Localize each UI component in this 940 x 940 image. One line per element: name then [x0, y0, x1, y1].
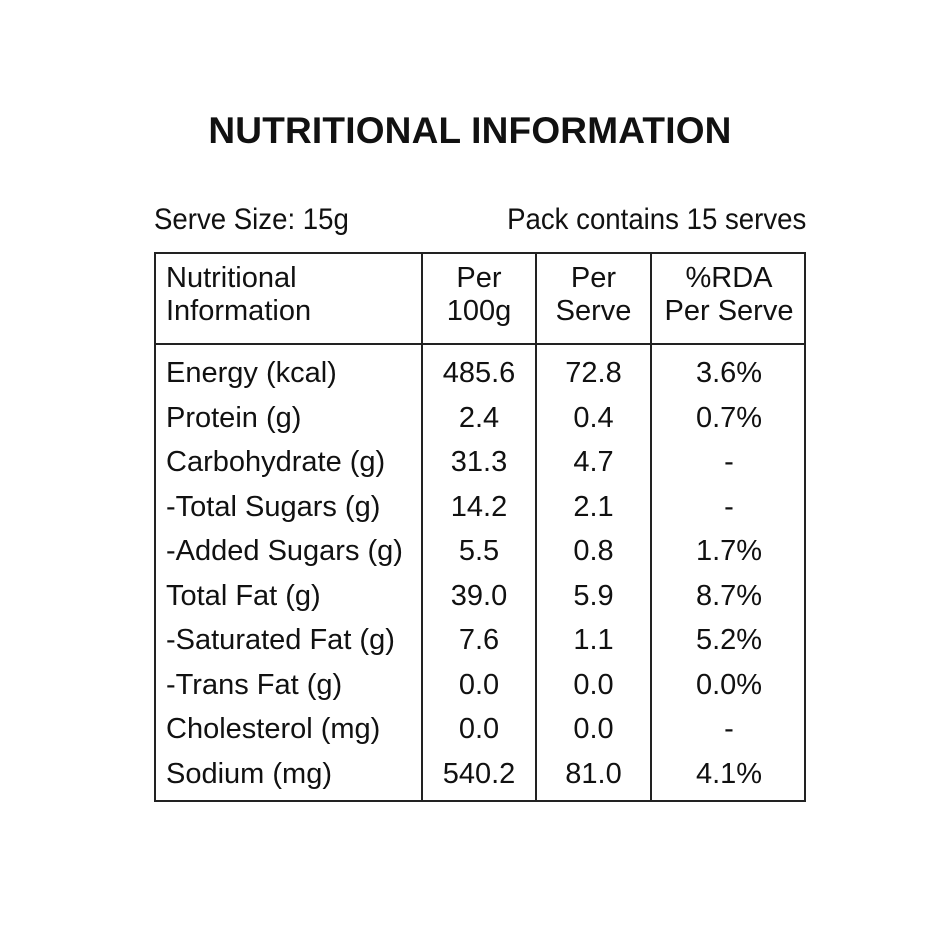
- nutrient-value: 0.4: [573, 401, 614, 434]
- header-divider: [156, 343, 804, 345]
- nutrient-value: 0.0: [458, 668, 500, 701]
- column-header-line: Per: [570, 262, 617, 294]
- nutrient-value: -: [724, 446, 734, 478]
- nutrient-value: 81.0: [565, 757, 622, 790]
- column-header-line: Nutritional: [166, 262, 297, 294]
- nutrient-value: 485.6: [442, 357, 516, 389]
- nutrient-value: 1.7%: [695, 535, 763, 567]
- pack-contains: Pack contains 15 serves: [507, 203, 807, 236]
- nutrient-value: 5.5: [458, 535, 500, 567]
- nutrient-value: 1.1: [573, 624, 614, 656]
- column-header: Nutritional Information: [166, 262, 416, 328]
- nutrient-name: -Added Sugars (g): [166, 535, 403, 567]
- nutrient-value: 540.2: [442, 757, 516, 790]
- nutrient-value: 2.1: [573, 490, 614, 523]
- column-header-line: Serve: [555, 295, 632, 327]
- nutrient-value: 8.7%: [695, 579, 763, 612]
- nutrient-value: -: [724, 713, 734, 745]
- nutrient-value: 0.0: [458, 713, 500, 745]
- nutrient-value: 0.0: [573, 713, 614, 745]
- nutrient-value: 4.7: [573, 446, 614, 478]
- nutrient-name: Sodium (mg): [166, 757, 332, 790]
- serve-info-line: Serve Size: 15g Pack contains 15 serves: [154, 200, 806, 240]
- nutrition-table: Nutritional Information Per 100g Per Serve %RD…: [154, 252, 806, 802]
- nutrient-value: 2.4: [458, 401, 500, 434]
- nutrient-value: 0.0: [573, 668, 614, 701]
- nutrient-value: 5.2%: [695, 624, 763, 656]
- column-header: %RDA Per Serve: [652, 262, 806, 328]
- column-header-line: %RDA: [685, 262, 773, 294]
- page-title: NUTRITIONAL INFORMATION: [208, 110, 732, 151]
- column-header-line: 100g: [446, 295, 512, 327]
- nutrient-value: 0.7%: [695, 401, 763, 434]
- column-header: Per 100g: [423, 262, 535, 328]
- nutrient-name: Cholesterol (mg): [166, 713, 381, 745]
- nutrient-name: Energy (kcal): [166, 357, 337, 389]
- column-header-line: Information: [166, 295, 312, 327]
- nutrient-name: Carbohydrate (g): [166, 446, 386, 478]
- nutrient-name: Total Fat (g): [166, 579, 321, 612]
- nutrient-value: -: [724, 490, 734, 523]
- nutrient-name: Protein (g): [166, 401, 302, 434]
- nutrient-value: 14.2: [450, 490, 508, 523]
- column-header-line: Per Serve: [664, 295, 794, 327]
- column-divider: [650, 254, 652, 800]
- nutrient-value: 0.8: [573, 535, 614, 567]
- nutrient-value: 0.0%: [695, 668, 763, 701]
- nutrient-value: 7.6: [458, 624, 500, 656]
- nutrient-value: 72.8: [565, 357, 622, 389]
- column-divider: [535, 254, 537, 800]
- nutrient-value: 5.9: [573, 579, 614, 612]
- nutrient-value: 4.1%: [695, 757, 763, 790]
- nutrient-name: -Total Sugars (g): [166, 490, 381, 523]
- column-header: Per Serve: [537, 262, 650, 328]
- nutrient-value: 31.3: [450, 446, 508, 478]
- serve-size: Serve Size: 15g: [154, 203, 349, 236]
- nutrient-value: 3.6%: [695, 357, 763, 389]
- nutrient-name: -Trans Fat (g): [166, 668, 343, 701]
- column-header-line: Per: [456, 262, 502, 294]
- nutrient-value: 39.0: [450, 579, 508, 612]
- column-divider: [421, 254, 423, 800]
- nutrient-name: -Saturated Fat (g): [166, 624, 395, 656]
